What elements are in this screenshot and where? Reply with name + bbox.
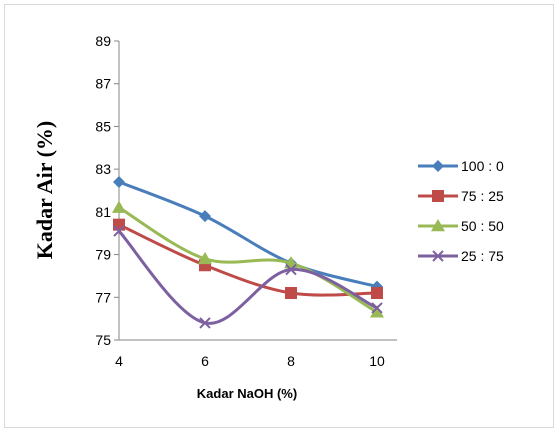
data-point	[113, 225, 125, 237]
data-point	[113, 175, 125, 188]
y-tick-label: 85	[95, 118, 111, 134]
x-tick-label: 8	[287, 353, 295, 369]
data-point	[113, 218, 125, 231]
axes	[118, 41, 397, 341]
legend-item: 75 : 25	[418, 188, 504, 204]
data-point	[198, 251, 212, 265]
legend-item: 50 : 50	[418, 218, 504, 234]
legend-marker	[432, 160, 444, 172]
data-point	[199, 210, 211, 223]
series-layer	[112, 175, 384, 329]
x-tick-labels: 4 6 8 10	[115, 353, 385, 369]
series-line	[118, 223, 378, 297]
legend-label: 100 : 0	[461, 158, 504, 174]
y-tick-label: 89	[95, 33, 111, 49]
series-line	[118, 180, 378, 289]
data-point	[285, 287, 297, 300]
y-tick-labels: 75 77 79 81 83 85 87 89	[95, 33, 119, 348]
legend-marker	[431, 219, 445, 232]
y-tick-label: 77	[95, 289, 111, 305]
legend-marker	[432, 190, 444, 202]
chart-area	[4, 4, 554, 428]
x-tick-label: 4	[115, 353, 123, 369]
legend-item: 100 : 0	[418, 158, 504, 174]
data-point	[371, 302, 383, 314]
legend-label: 50 : 50	[461, 218, 504, 234]
x-axis-label: Kadar NaOH (%)	[197, 386, 297, 401]
data-point	[112, 200, 126, 213]
x-marker-stroke	[285, 263, 297, 276]
y-tick-label: 83	[95, 161, 111, 177]
y-tick-label: 87	[95, 76, 111, 92]
y-tick-label: 75	[95, 332, 111, 348]
x-marker-stroke	[432, 250, 444, 262]
x-tick-label: 6	[201, 353, 209, 369]
data-point	[371, 287, 383, 300]
data-point	[370, 305, 384, 318]
legend-label: 75 : 25	[461, 188, 504, 204]
series-line	[118, 206, 378, 314]
series-line	[117, 230, 378, 325]
legend: 100 : 0 75 : 25 50 : 50 25 : 75	[418, 158, 504, 264]
y-axis-label: Kadar Air (%)	[32, 121, 57, 260]
legend-label: 25 : 75	[461, 248, 504, 264]
series-4	[113, 225, 383, 329]
x-tick-label: 10	[369, 353, 385, 369]
data-point	[285, 263, 297, 276]
x-marker-stroke	[199, 317, 211, 329]
y-tick-label: 79	[95, 247, 111, 263]
legend-item: 25 : 75	[418, 248, 504, 264]
x-marker-stroke	[371, 302, 383, 314]
legend-marker	[432, 250, 444, 262]
y-tick-label: 81	[95, 204, 111, 220]
data-point	[199, 317, 211, 329]
x-marker-stroke	[113, 225, 125, 237]
